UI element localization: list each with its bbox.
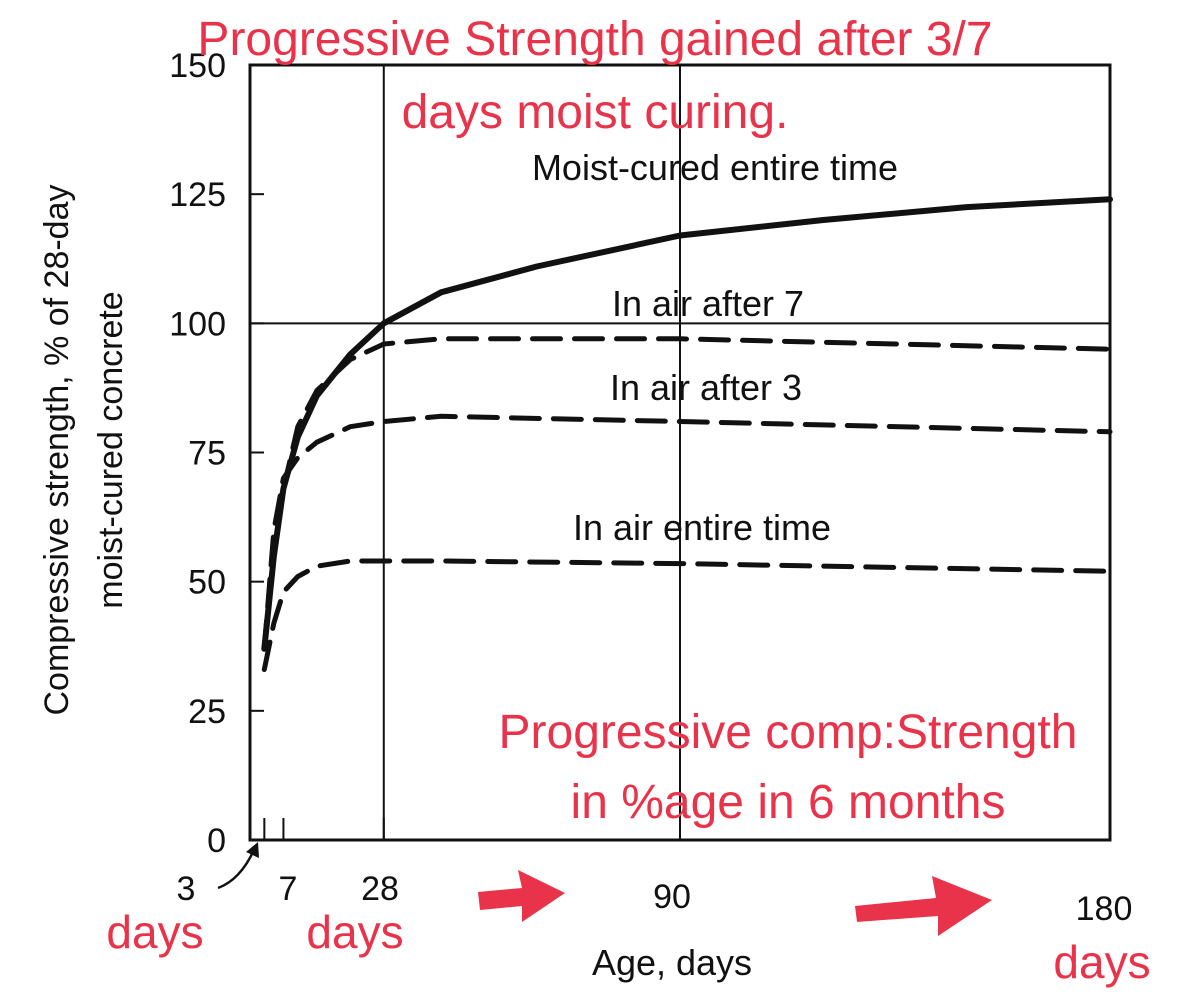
y-tick-label: 75 [188,435,226,473]
red-arrow-1 [478,870,565,922]
series-label-air-after-7: In air after 7 [612,283,804,324]
y-ticks: 0 25 50 75 100 125 150 [169,47,264,860]
day-marker-180: days [1053,936,1150,988]
x-ticks: 3 7 28 90 180 [177,818,1133,928]
series-label-air-after-3: In air after 3 [610,367,802,408]
x-tick-label: 90 [653,878,691,916]
x-axis-label: Age, days [592,942,752,983]
y-tick-label: 100 [169,305,226,343]
pointer-arrowhead [246,842,259,858]
y-tick-label: 50 [188,564,226,602]
gridlines [250,65,1110,840]
y-tick-label: 25 [188,693,226,731]
y-tick-label: 0 [207,822,226,860]
x-tick-label: 7 [279,870,298,908]
y-tick-label: 125 [169,176,226,214]
series-label-moist-cured: Moist-cured entire time [532,147,898,188]
red-arrow-2 [855,876,992,936]
title-line1: Progressive Strength gained after 3/7 [197,13,992,66]
series-label-air-entire: In air entire time [573,507,831,548]
x-tick-label: 28 [361,870,399,908]
x-tick-label: 180 [1076,890,1133,928]
series-line-3 [261,558,1113,672]
day-marker-3: days [106,906,203,958]
annotation-line2: in %age in 6 months [571,776,1006,829]
annotation-line1: Progressive comp:Strength [499,706,1078,759]
x-tick-label: 3 [177,870,196,908]
pointer-arrow-3-days [217,849,256,890]
y-tick-label: 150 [169,47,226,85]
y-axis-label-line2: moist-cured concrete [92,291,130,608]
day-marker-28: days [306,906,403,958]
series-line-1 [280,336,1113,492]
series-group [261,196,1113,672]
y-axis-label-line1: Compressive strength, % of 28-day [38,184,76,715]
series-line-2 [261,413,1113,652]
title-line2: days moist curing. [402,86,789,139]
